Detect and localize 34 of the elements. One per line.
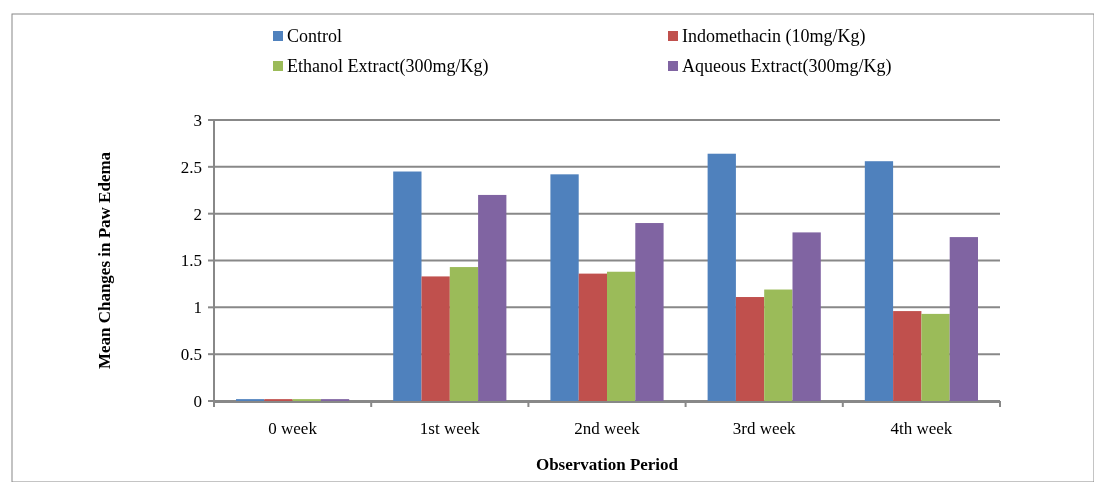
bar [449,267,479,401]
bar [478,194,507,401]
bar [764,289,793,401]
bar [635,223,664,401]
y-tick-label: 2 [193,204,202,224]
x-tick-label: 1st week [419,419,481,438]
y-tick-label: 0 [193,391,202,411]
x-axis-title: Observation Period [535,455,679,474]
legend-label: Aqueous Extract(300mg/Kg) [682,56,892,77]
x-tick-label: 2nd week [574,419,641,438]
bar [421,276,450,401]
legend-label: Ethanol Extract(300mg/Kg) [287,56,489,77]
bar [578,273,607,401]
bar [550,174,579,401]
x-tick-label: 3rd week [732,419,797,438]
bar [921,313,950,401]
bar [707,153,736,401]
y-tick-label: 2.5 [180,157,202,177]
y-tick-label: 0.5 [180,345,202,365]
bar [735,297,765,401]
bar [607,271,636,401]
legend-label: Indomethacin (10mg/Kg) [682,26,866,47]
x-tick-label: 0 week [268,419,318,438]
bar [792,232,821,401]
y-tick-label: 1.5 [180,251,202,271]
x-tick-label: 4th week [890,419,953,438]
bar [949,237,978,401]
y-axis-title: Mean Changes in Paw Edema [95,151,114,370]
y-tick-label: 3 [193,110,202,130]
y-tick-label: 1 [193,298,202,318]
bar [864,161,894,401]
bar [393,171,422,401]
bar [893,311,922,401]
legend-label: Control [287,26,343,46]
